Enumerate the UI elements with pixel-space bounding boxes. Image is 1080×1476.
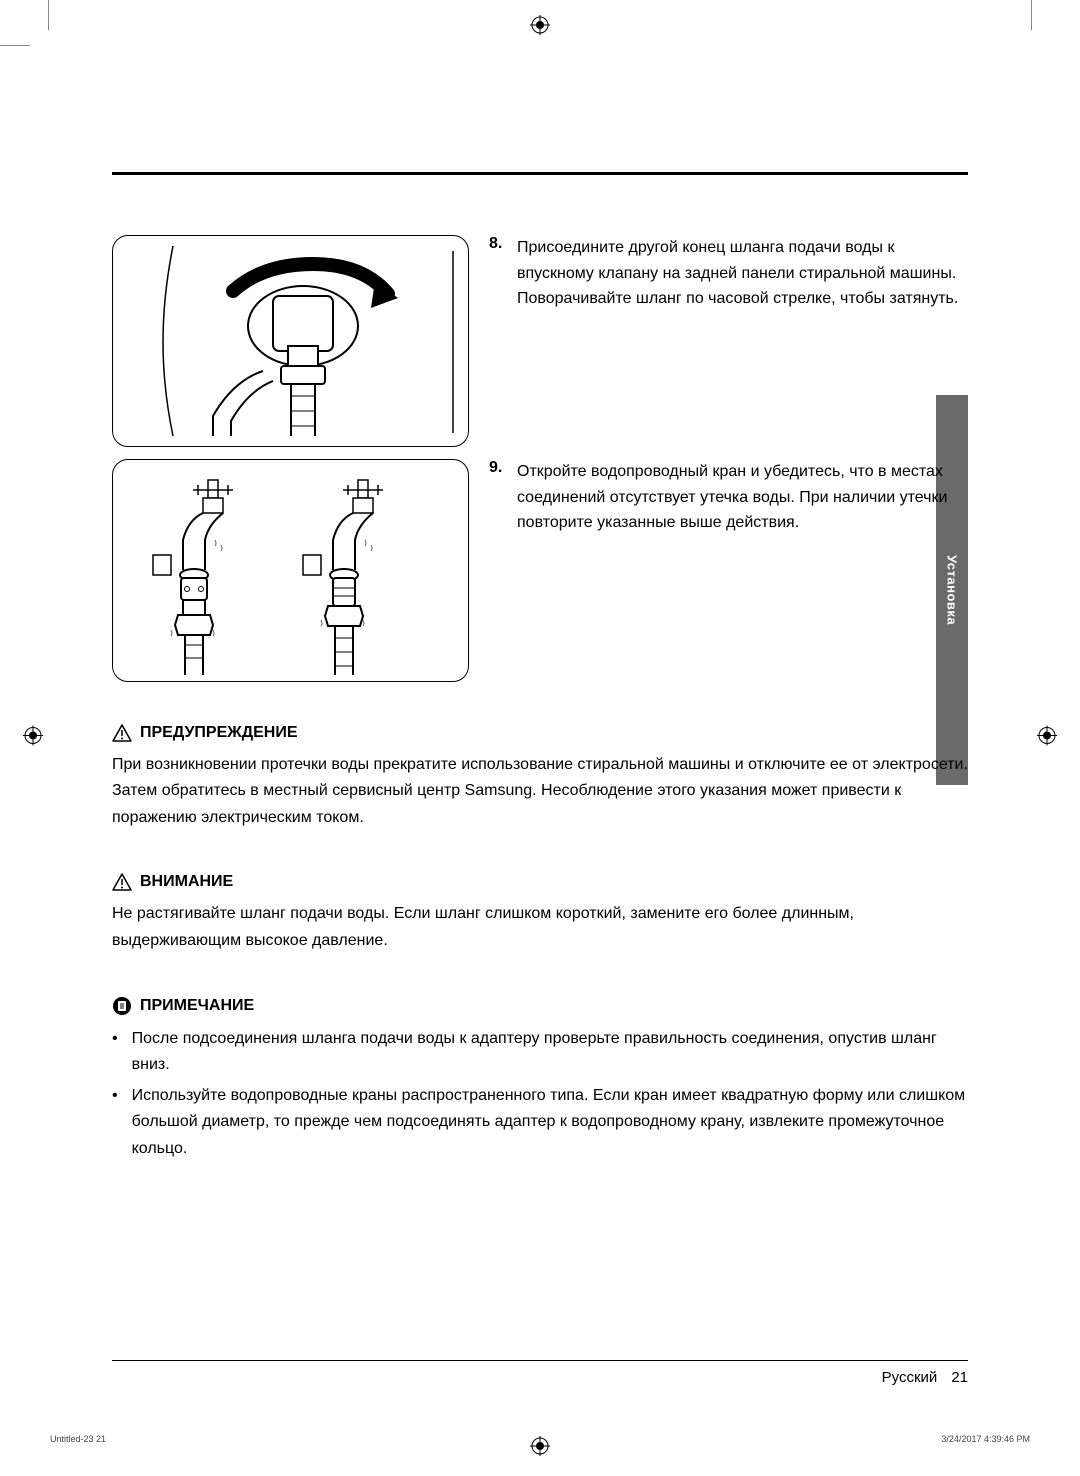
warning-heading: ПРЕДУПРЕЖДЕНИЕ: [112, 724, 968, 742]
step-9-row: 9. Откройте водопроводный кран и убедите…: [112, 459, 968, 682]
list-item: • После подсоединения шланга подачи воды…: [112, 1026, 968, 1079]
illustration-water-taps: [112, 459, 469, 682]
bullet-marker: •: [112, 1083, 118, 1162]
note-document-icon: [112, 996, 132, 1016]
bullet-marker: •: [112, 1026, 118, 1079]
print-job-info: Untitled-23 21: [50, 1434, 106, 1444]
trim-mark: [1031, 0, 1032, 30]
note-heading: ПРИМЕЧАНИЕ: [112, 996, 968, 1016]
trim-mark: [0, 45, 30, 46]
step-number: 9.: [489, 459, 507, 682]
caution-section: ВНИМАНИЕ Не растягивайте шланг подачи во…: [112, 873, 968, 954]
step-description: Присоедините другой конец шланга подачи …: [517, 235, 968, 447]
print-timestamp: 3/24/2017 4:39:46 PM: [941, 1434, 1030, 1444]
caution-label: ВНИМАНИЕ: [140, 873, 233, 891]
registration-mark-icon: [23, 726, 43, 751]
caution-heading: ВНИМАНИЕ: [112, 873, 968, 891]
registration-mark-icon: [530, 1436, 550, 1461]
list-item: • Используйте водопроводные краны распро…: [112, 1083, 968, 1162]
header-rule: [112, 172, 968, 175]
note-label: ПРИМЕЧАНИЕ: [140, 997, 254, 1015]
registration-mark-icon: [1037, 726, 1057, 751]
registration-mark-icon: [530, 15, 550, 40]
illustration-hose-valve: [112, 235, 469, 447]
footer-page-number: 21: [951, 1369, 968, 1386]
warning-triangle-icon: [112, 873, 132, 891]
bullet-text: После подсоединения шланга подачи воды к…: [132, 1026, 968, 1079]
footer-language: Русский: [882, 1369, 938, 1386]
page-footer: Русский 21: [882, 1369, 968, 1386]
step-number: 8.: [489, 235, 507, 447]
warning-section: ПРЕДУПРЕЖДЕНИЕ При возникновении протечк…: [112, 724, 968, 831]
caution-text: Не растягивайте шланг подачи воды. Если …: [112, 901, 968, 954]
bullet-text: Используйте водопроводные краны распрост…: [132, 1083, 968, 1162]
warning-text: При возникновении протечки воды прекрати…: [112, 752, 968, 831]
note-bullet-list: • После подсоединения шланга подачи воды…: [112, 1026, 968, 1162]
trim-mark: [48, 0, 49, 30]
footer-rule: [112, 1360, 968, 1361]
warning-label: ПРЕДУПРЕЖДЕНИЕ: [140, 724, 298, 742]
note-section: ПРИМЕЧАНИЕ • После подсоединения шланга …: [112, 996, 968, 1162]
step-description: Откройте водопроводный кран и убедитесь,…: [517, 459, 968, 682]
warning-triangle-icon: [112, 724, 132, 742]
step-8-row: 8. Присоедините другой конец шланга пода…: [112, 235, 968, 447]
